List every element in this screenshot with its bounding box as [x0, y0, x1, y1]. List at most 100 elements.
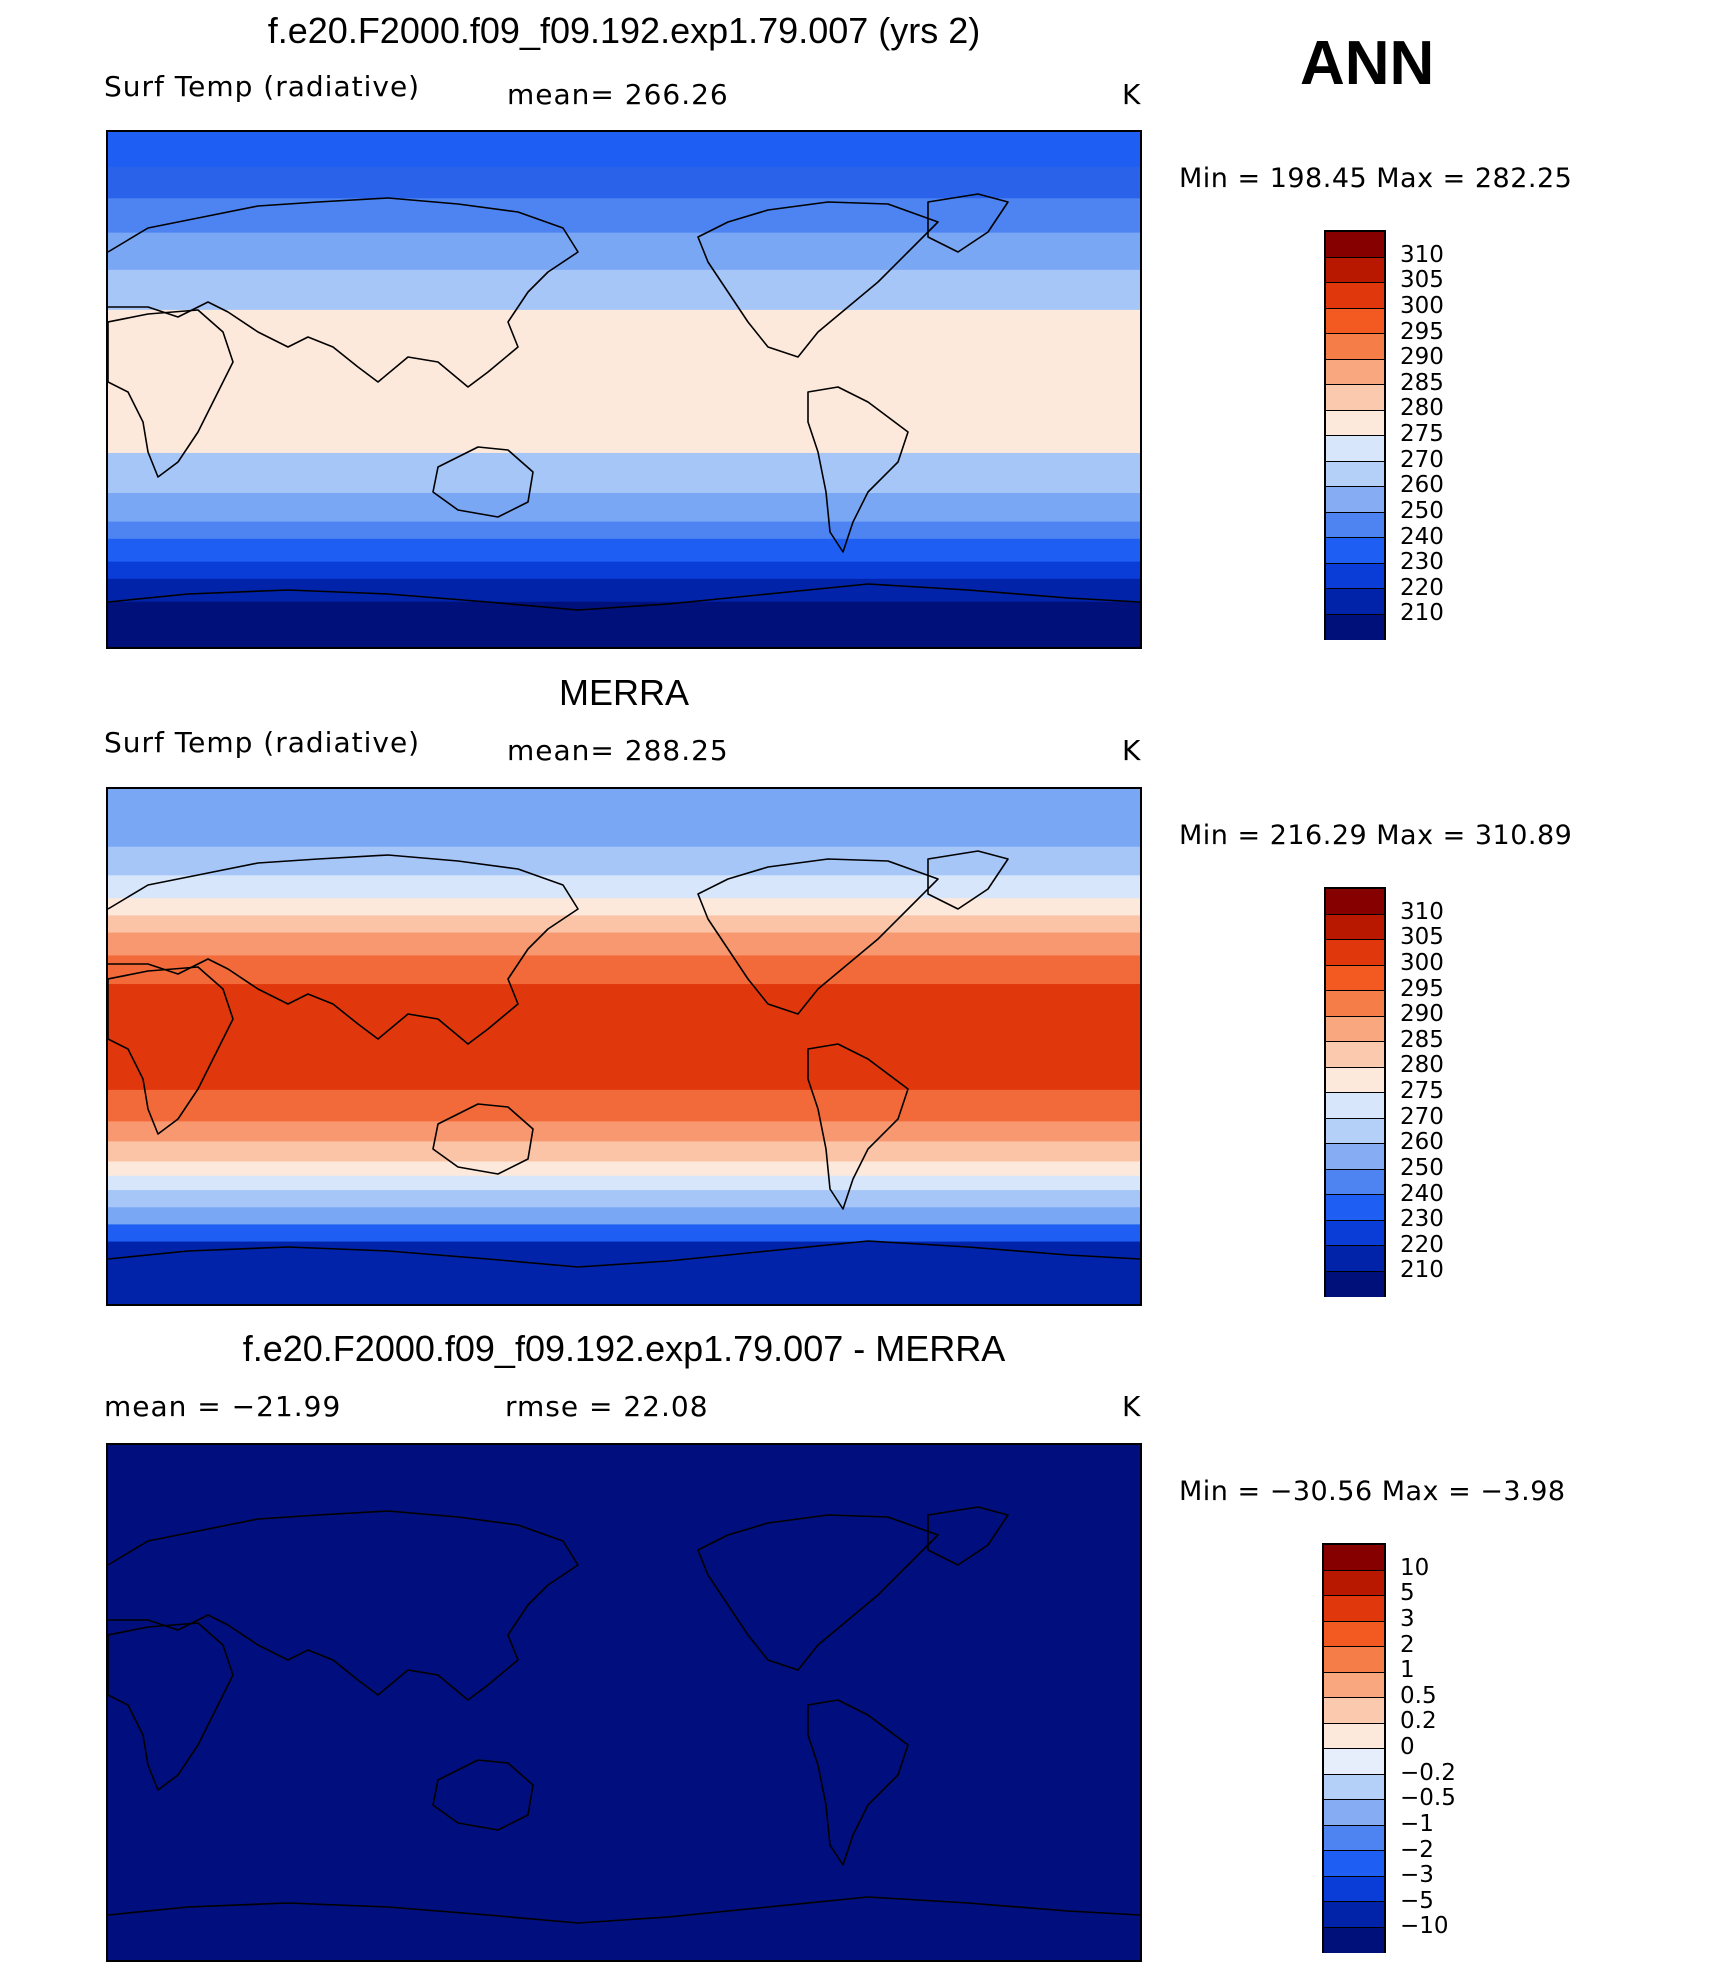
colorbar-tick-label: −1 [1400, 1810, 1434, 1837]
coastline [432, 1759, 534, 1831]
panel-2-units: K [1122, 734, 1142, 767]
temperature-band [108, 983, 1140, 1090]
panel-3-mean: mean = −21.99 [104, 1390, 342, 1423]
colorbar-cell [1326, 965, 1384, 991]
colorbar-tick-label: 305 [1400, 924, 1444, 951]
coastline [807, 1043, 909, 1210]
colorbar-tick-label: −10 [1400, 1913, 1449, 1940]
panel-2-minmax: Min = 216.29 Max = 310.89 [1179, 820, 1573, 851]
temperature-band [108, 1175, 1140, 1191]
colorbar-cell [1324, 1545, 1384, 1571]
colorbar-tick-label: 290 [1400, 1001, 1444, 1028]
colorbar-cell [1326, 1220, 1384, 1246]
colorbar-tick-label: 230 [1400, 549, 1444, 576]
temperature-band [108, 492, 1140, 522]
colorbar-tick-label: 290 [1400, 344, 1444, 371]
temperature-band [108, 789, 1140, 847]
coastline [697, 858, 939, 1015]
panel-1-title: f.e20.F2000.f09_f09.192.exp1.79.007 (yrs… [267, 10, 981, 51]
panel-2-mean: mean= 288.25 [507, 734, 729, 767]
temperature-band [108, 1445, 1140, 1960]
temperature-band [108, 932, 1140, 956]
colorbar-cell [1326, 461, 1384, 487]
colorbar-tick-label: 285 [1400, 369, 1444, 396]
temperature-band [108, 954, 1140, 985]
temperature-band [108, 914, 1140, 933]
map-2-svg [108, 789, 1140, 1304]
colorbar-tick-label: 310 [1400, 898, 1444, 925]
coastline [697, 1514, 939, 1671]
panel-2-colorbar [1324, 887, 1386, 1297]
temperature-band [108, 452, 1140, 493]
panel-3-units: K [1122, 1390, 1142, 1423]
colorbar-tick-label: 310 [1400, 241, 1444, 268]
colorbar-cell [1326, 487, 1384, 513]
coastline [108, 1240, 1140, 1268]
temperature-band [108, 561, 1140, 579]
colorbar-tick-label: 285 [1400, 1026, 1444, 1053]
colorbar-tick-label: 10 [1400, 1554, 1430, 1581]
coastline [432, 446, 534, 518]
colorbar-cell [1326, 1118, 1384, 1144]
colorbar-cell [1324, 1749, 1384, 1775]
colorbar-cell [1326, 410, 1384, 436]
colorbar-cell [1324, 1596, 1384, 1622]
colorbar-cell [1326, 614, 1384, 640]
panel-1-variable: Surf Temp (radiative) [104, 70, 421, 103]
panel-3-colorbar-ticks: 10 5 3 2 1 0.5 0.2 0 −0.2 −0.5 −1 −2 −3 −5 −10 [1400, 1543, 1520, 1953]
colorbar-tick-label: 0 [1400, 1734, 1415, 1760]
temperature-band [108, 846, 1140, 876]
panel-2-variable: Surf Temp (radiative) [104, 726, 421, 759]
colorbar-cell [1326, 385, 1384, 411]
colorbar-cell [1324, 1774, 1384, 1800]
panel-3-rmse: rmse = 22.08 [505, 1390, 709, 1423]
colorbar-cell [1324, 1876, 1384, 1902]
colorbar-cell [1324, 1723, 1384, 1749]
colorbar-tick-label: 220 [1400, 1231, 1444, 1258]
colorbar-cell [1324, 1570, 1384, 1596]
coastline [927, 1506, 1009, 1566]
colorbar-cell [1326, 232, 1384, 258]
panel-1-units: K [1122, 78, 1142, 111]
temperature-band [108, 1120, 1140, 1142]
colorbar-tick-label: 295 [1400, 318, 1444, 345]
colorbar-tick-label: −3 [1400, 1862, 1434, 1889]
temperature-band [108, 309, 1140, 453]
season-label: ANN [1300, 29, 1435, 98]
temperature-band [108, 269, 1140, 310]
colorbar-cell [1324, 1800, 1384, 1826]
panel-2-colorbar-ticks: 310 305 300 295 290 285 280 275 270 260 250 240 230 2… [1400, 887, 1520, 1297]
coastline [432, 1103, 534, 1175]
colorbar-tick-label: 275 [1400, 421, 1444, 447]
colorbar-tick-label: −2 [1400, 1836, 1434, 1863]
colorbar-cell [1326, 1195, 1384, 1221]
colorbar-tick-label: 230 [1400, 1206, 1444, 1233]
colorbar-cell [1326, 283, 1384, 309]
temperature-band [108, 874, 1140, 899]
colorbar-tick-label: 0.5 [1400, 1682, 1437, 1709]
colorbar-tick-label: 300 [1400, 292, 1444, 319]
colorbar-cell [1324, 1621, 1384, 1647]
colorbar-cell [1326, 512, 1384, 538]
colorbar-tick-label: 260 [1400, 1129, 1444, 1156]
panel-3-title: f.e20.F2000.f09_f09.192.exp1.79.007 - ME… [242, 1328, 1006, 1369]
temperature-band [108, 197, 1140, 233]
colorbar-cell [1326, 1169, 1384, 1195]
colorbar-cell [1324, 1927, 1384, 1953]
colorbar-tick-label: 240 [1400, 1180, 1444, 1207]
panel-1-minmax: Min = 198.45 Max = 282.25 [1179, 163, 1573, 194]
colorbar-tick-label: 300 [1400, 949, 1444, 976]
colorbar-tick-label: 2 [1400, 1631, 1415, 1658]
colorbar-cell [1324, 1851, 1384, 1877]
colorbar-cell [1326, 1246, 1384, 1272]
coastline [807, 386, 909, 553]
colorbar-tick-label: 270 [1400, 1103, 1444, 1130]
colorbar-cell [1326, 334, 1384, 360]
temperature-band [108, 1089, 1140, 1122]
colorbar-cell [1326, 1016, 1384, 1042]
colorbar-cell [1324, 1647, 1384, 1673]
temperature-band [108, 1140, 1140, 1162]
colorbar-cell [1326, 589, 1384, 615]
temperature-band [108, 538, 1140, 562]
colorbar-tick-label: 275 [1400, 1078, 1444, 1104]
